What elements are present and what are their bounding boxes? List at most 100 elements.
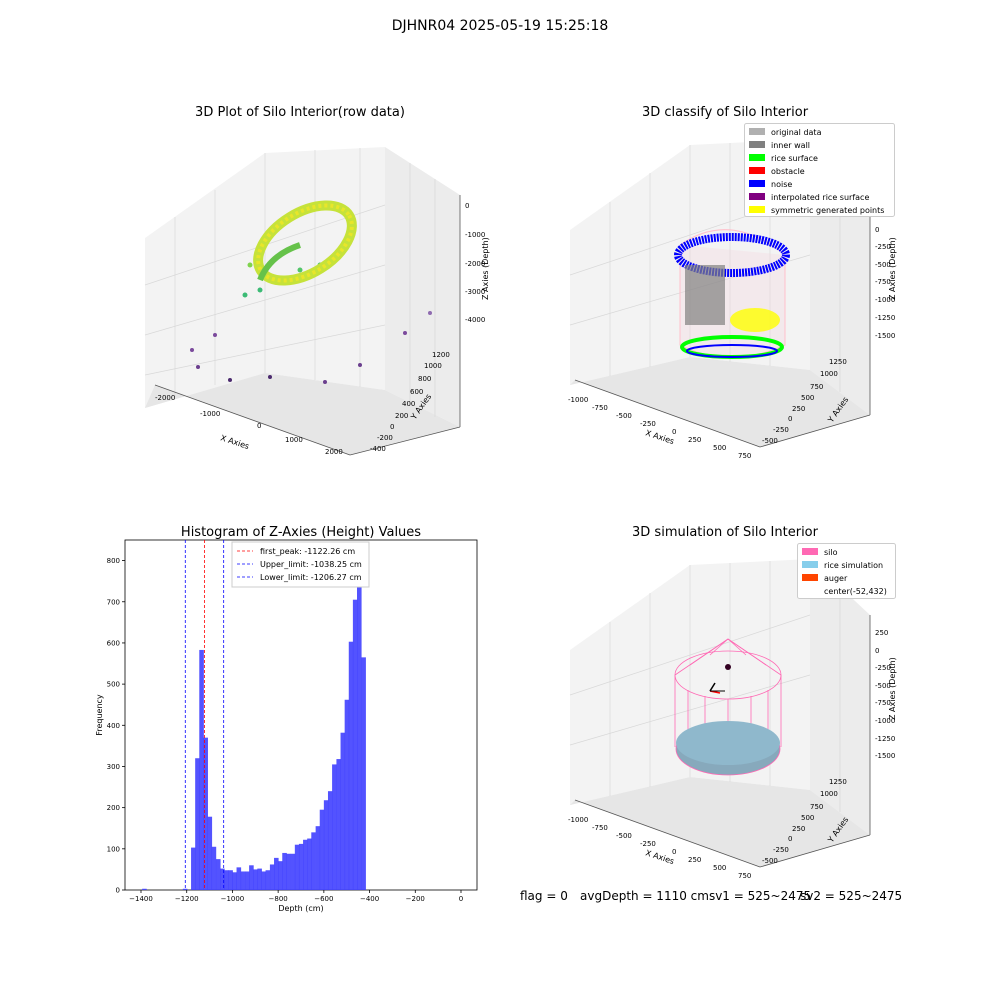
sim-x-tick: -250: [640, 840, 656, 848]
histogram-y-tick-label: 700: [107, 598, 120, 606]
histogram-bar: [290, 853, 296, 890]
sim-x-tick: 0: [672, 848, 676, 856]
classify-silo-shape: [674, 229, 790, 359]
sim-z-tick: -1250: [875, 735, 895, 743]
classify-legend-item-label: original data: [771, 128, 822, 137]
histogram-bar: [232, 872, 237, 890]
classify-y-tick: -250: [773, 426, 789, 434]
histogram-bar: [319, 809, 325, 890]
histogram-bar: [282, 852, 287, 890]
histogram-x-label: Depth (cm): [278, 904, 323, 913]
classify-legend-item-label: symmetric generated points: [771, 206, 884, 215]
histogram-bar: [344, 699, 350, 890]
sim-x-tick: 750: [738, 872, 751, 880]
simulation-legend-item-swatch: [802, 574, 818, 581]
histogram-bar: [253, 869, 258, 890]
classify-z-tick: -1250: [875, 314, 895, 322]
raw-y-tick: 1200: [432, 351, 450, 359]
sim-floor-pane: [570, 777, 870, 867]
sim-y-tick: 500: [801, 814, 814, 822]
classify-x-tick: 750: [738, 452, 751, 460]
raw-y-tick: 800: [418, 375, 431, 383]
raw-z-tick: -1000: [465, 231, 485, 239]
raw-x-tick: 1000: [285, 436, 303, 444]
simulation-legend: silo rice simulation auger center(-52,432): [797, 543, 896, 599]
histogram-y-tick-label: 800: [107, 557, 120, 565]
sim-y-axis: [759, 834, 871, 868]
classify-legend-item-swatch: [749, 206, 765, 213]
classify-y-tick: 1250: [829, 358, 847, 366]
center-marker: [725, 664, 731, 670]
histogram-bar: [361, 657, 366, 890]
classify-legend-item-label: noise: [771, 180, 792, 189]
histogram-legend-label: Lower_limit: -1206.27 cm: [260, 573, 362, 582]
raw-z-tick: -3000: [465, 288, 485, 296]
classify-x-tick: 500: [713, 444, 726, 452]
raw-point: [190, 348, 194, 352]
histogram-x-tick-label: −1000: [221, 895, 245, 903]
sim-y-tick: 750: [810, 803, 823, 811]
histogram-bar: [332, 764, 337, 890]
histogram-bar: [182, 888, 188, 890]
classify-x-tick: -1000: [568, 396, 588, 404]
raw-point: [213, 333, 217, 337]
histogram-bar: [278, 861, 283, 890]
histogram-bar: [303, 839, 308, 890]
classify-legend-frame: [744, 123, 895, 217]
histogram-bar: [352, 599, 358, 890]
raw-y-tick: -200: [377, 434, 393, 442]
sim-y-tick: -500: [762, 857, 778, 865]
raw-point: [257, 287, 263, 293]
simulation-legend-frame: [797, 543, 896, 599]
sim-z-tick: 0: [875, 647, 879, 655]
raw-z-tick: -2000: [465, 260, 485, 268]
classify-legend-item-swatch: [749, 128, 765, 135]
histogram-x-tick-label: −800: [269, 895, 288, 903]
raw-x-tick: -2000: [155, 394, 175, 402]
histogram-x-tick-label: −400: [360, 895, 379, 903]
histogram-bar: [340, 732, 346, 890]
raw-x-tick: 2000: [325, 448, 343, 456]
classify-x-tick: 250: [688, 436, 701, 444]
sim-y-tick: 0: [788, 835, 792, 843]
histogram-bar: [323, 800, 329, 890]
classify-z-tick: -1000: [875, 296, 895, 304]
classify-3d-panel: 3D classify of Silo Interior -1000 -750 …: [568, 105, 897, 460]
classify-z-axis-label: Z Axies (Depth): [888, 237, 897, 300]
raw-surface-ring: [253, 200, 357, 286]
classify-z-tick: -1500: [875, 332, 895, 340]
raw-y-axis: [349, 426, 461, 456]
histogram-bar: [220, 868, 225, 890]
histogram-bar: [191, 847, 196, 890]
simulation-legend-item-swatch: [802, 561, 818, 568]
sim-z-tick: 250: [875, 629, 888, 637]
histogram-bar: [311, 832, 316, 890]
figure-title: DJHNR04 2025-05-19 15:25:18: [391, 18, 609, 34]
raw-x-tick: 0: [257, 422, 261, 430]
histogram-title: Histogram of Z-Axies (Height) Values: [181, 525, 421, 540]
histogram-bar: [142, 888, 147, 890]
raw-scatter-points: [190, 262, 432, 384]
classify-x-tick: -250: [640, 420, 656, 428]
histogram-bar: [327, 791, 333, 890]
raw-y-tick: 200: [395, 412, 408, 420]
raw-point: [196, 365, 200, 369]
classify-y-tick: 250: [792, 405, 805, 413]
raw-x-axis-label: X Axies: [219, 433, 250, 451]
raw-floor-pane: [145, 373, 460, 455]
raw-y-tick: 0: [390, 423, 394, 431]
classify-x-axis-label: X Axies: [644, 428, 675, 446]
classify-legend-item-swatch: [749, 167, 765, 174]
classify-y-tick: 500: [801, 394, 814, 402]
sim-z-tick: -750: [875, 699, 891, 707]
classify-x-tick: -750: [592, 404, 608, 412]
classify-floor-pane: [570, 357, 870, 447]
sv2-text: sv2 = 525~2475: [800, 889, 903, 903]
sim-y-tick: 1000: [820, 790, 838, 798]
flag-text: flag = 0: [520, 889, 568, 903]
sim-x-tick: 500: [713, 864, 726, 872]
histogram-x-tick-label: −1400: [129, 895, 153, 903]
histogram-y-tick-label: 400: [107, 722, 120, 730]
histogram-bar: [195, 758, 200, 890]
histogram-bar: [336, 759, 341, 890]
